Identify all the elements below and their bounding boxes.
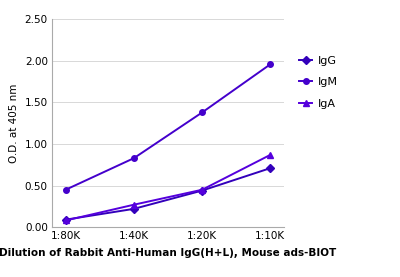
IgM xyxy=(132,157,136,160)
IgG xyxy=(200,189,204,192)
IgM xyxy=(63,188,68,191)
Legend: IgG, IgM, IgA: IgG, IgM, IgA xyxy=(299,56,338,109)
IgM xyxy=(268,63,273,66)
IgA xyxy=(200,188,204,191)
IgA xyxy=(268,153,273,157)
IgM xyxy=(200,111,204,114)
IgA xyxy=(132,203,136,206)
Line: IgA: IgA xyxy=(63,152,273,223)
IgG xyxy=(268,166,273,170)
Y-axis label: O.D. at 405 nm: O.D. at 405 nm xyxy=(9,84,19,163)
Line: IgM: IgM xyxy=(63,61,273,193)
X-axis label: Dilution of Rabbit Anti-Human IgG(H+L), Mouse ads-BIOT: Dilution of Rabbit Anti-Human IgG(H+L), … xyxy=(0,248,337,258)
IgG xyxy=(63,218,68,221)
IgG xyxy=(132,207,136,211)
IgA xyxy=(63,219,68,222)
Line: IgG: IgG xyxy=(63,165,273,222)
